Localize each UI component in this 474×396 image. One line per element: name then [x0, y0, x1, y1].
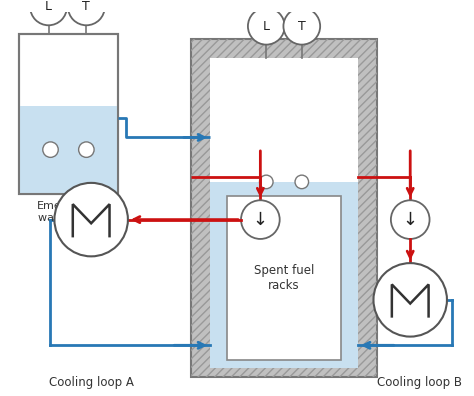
Text: Cooling loop A: Cooling loop A — [49, 376, 134, 389]
Circle shape — [391, 200, 429, 239]
Text: Cooling loop B: Cooling loop B — [377, 376, 462, 389]
Circle shape — [248, 8, 285, 45]
Circle shape — [68, 0, 105, 25]
Bar — [210, 58, 358, 367]
Circle shape — [283, 8, 320, 45]
Text: Emergency
water tank: Emergency water tank — [37, 201, 100, 223]
Text: ↓: ↓ — [253, 211, 268, 228]
Circle shape — [295, 175, 309, 188]
Text: ↓: ↓ — [402, 211, 418, 228]
Bar — [228, 196, 341, 360]
Bar — [18, 34, 118, 194]
Bar — [18, 34, 118, 194]
Bar — [210, 182, 358, 367]
Text: Spent fuel
racks: Spent fuel racks — [254, 264, 314, 292]
Text: T: T — [82, 0, 90, 13]
Text: L: L — [45, 0, 52, 13]
Circle shape — [43, 142, 58, 157]
Circle shape — [55, 183, 128, 256]
Text: T: T — [298, 20, 306, 33]
Circle shape — [374, 263, 447, 337]
Circle shape — [260, 175, 273, 188]
Circle shape — [241, 200, 280, 239]
Bar — [191, 39, 377, 377]
Circle shape — [79, 142, 94, 157]
Bar — [18, 106, 118, 194]
Text: L: L — [263, 20, 270, 33]
Bar — [191, 39, 377, 377]
Circle shape — [30, 0, 67, 25]
